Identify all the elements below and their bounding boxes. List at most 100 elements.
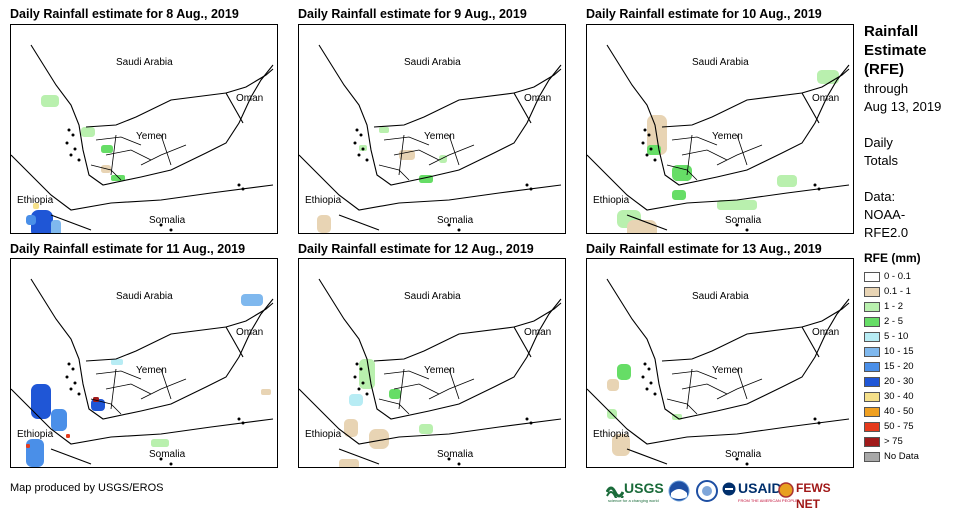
country-label-yemen: Yemen bbox=[136, 131, 167, 142]
legend-label: 0 - 0.1 bbox=[884, 271, 911, 282]
through-label: through bbox=[864, 81, 909, 96]
rainfall-map: Saudi Arabia Oman Yemen Ethiopia Somalia bbox=[298, 24, 566, 234]
legend-swatch bbox=[864, 331, 880, 342]
country-label-yemen: Yemen bbox=[424, 131, 455, 142]
country-label-oman: Oman bbox=[524, 93, 552, 104]
country-border bbox=[50, 448, 92, 465]
admin-border bbox=[428, 378, 475, 400]
island bbox=[641, 375, 645, 379]
admin-border bbox=[671, 370, 718, 380]
island bbox=[237, 183, 241, 187]
island bbox=[67, 362, 71, 366]
rain-patch bbox=[26, 444, 30, 448]
island bbox=[735, 223, 739, 227]
island bbox=[647, 133, 651, 137]
country-label-ethiopia: Ethiopia bbox=[593, 429, 630, 440]
fewsnet-logo: FEWS NET bbox=[778, 478, 856, 511]
rain-patch bbox=[317, 215, 331, 233]
rain-patch bbox=[339, 459, 359, 467]
legend-item: 10 - 15 bbox=[864, 344, 919, 359]
rain-patch bbox=[672, 165, 692, 181]
data-line: Data: bbox=[864, 189, 896, 204]
country-label-oman: Oman bbox=[236, 93, 264, 104]
usaid-logo: USAID FROM THE AMERICAN PEOPLE bbox=[722, 478, 798, 506]
island bbox=[69, 153, 73, 157]
legend-item: 40 - 50 bbox=[864, 404, 919, 419]
legend-item: 0 - 0.1 bbox=[864, 269, 919, 284]
admin-border bbox=[681, 149, 728, 161]
daily-totals: Daily Totals bbox=[864, 134, 898, 170]
legend-swatch bbox=[864, 436, 880, 447]
country-border bbox=[801, 68, 850, 94]
data-line: NOAA- bbox=[864, 207, 906, 222]
rain-patch bbox=[31, 210, 53, 233]
panel-title: Daily Rainfall estimate for 8 Aug., 2019 bbox=[10, 7, 239, 21]
island bbox=[65, 141, 69, 145]
panel-title: Daily Rainfall estimate for 9 Aug., 2019 bbox=[298, 7, 527, 21]
country-label-somalia: Somalia bbox=[437, 215, 474, 226]
rain-patch bbox=[419, 424, 433, 434]
rain-patch bbox=[261, 389, 271, 395]
island bbox=[71, 367, 75, 371]
rain-patch bbox=[617, 364, 631, 380]
rain-patch bbox=[51, 220, 61, 233]
country-border bbox=[513, 68, 562, 94]
admin-border bbox=[716, 378, 763, 400]
admin-border bbox=[736, 368, 748, 400]
island bbox=[159, 223, 163, 227]
island bbox=[645, 387, 649, 391]
partner-logos: USGS science for a changing world USAID … bbox=[606, 478, 856, 511]
through-date: through Aug 13, 2019 bbox=[864, 80, 941, 116]
rain-patch bbox=[369, 429, 389, 449]
island bbox=[529, 187, 533, 191]
country-border bbox=[801, 92, 820, 124]
rain-patch bbox=[717, 200, 757, 210]
country-border bbox=[661, 326, 803, 362]
country-label-saudi: Saudi Arabia bbox=[116, 57, 173, 68]
country-border bbox=[225, 326, 244, 358]
country-border bbox=[318, 278, 562, 420]
title-line: (RFE) bbox=[864, 61, 904, 78]
rainfall-map: Saudi Arabia Oman Yemen Ethiopia Somalia bbox=[10, 24, 278, 234]
totals-line: Totals bbox=[864, 153, 898, 168]
island bbox=[71, 133, 75, 137]
noaa-icon bbox=[668, 480, 690, 502]
legend-item: 1 - 2 bbox=[864, 299, 919, 314]
legend-swatch bbox=[864, 346, 880, 357]
country-border bbox=[513, 326, 532, 358]
rain-patch bbox=[399, 150, 415, 160]
admin-border bbox=[671, 136, 718, 146]
legend-item: 20 - 30 bbox=[864, 374, 919, 389]
legend-swatch bbox=[864, 406, 880, 417]
island bbox=[353, 141, 357, 145]
rain-patch bbox=[26, 215, 36, 225]
title-line: Estimate bbox=[864, 42, 927, 59]
rain-patch bbox=[26, 439, 44, 467]
island bbox=[529, 421, 533, 425]
island bbox=[77, 158, 81, 162]
country-border bbox=[85, 326, 227, 362]
admin-border bbox=[95, 370, 142, 380]
country-border bbox=[801, 326, 820, 358]
rain-patch bbox=[66, 434, 70, 438]
rain-patch bbox=[81, 127, 95, 137]
usgs-wordmark: USGS bbox=[624, 480, 664, 496]
legend-label: 0.1 - 1 bbox=[884, 286, 911, 297]
rain-patch bbox=[51, 409, 67, 431]
rain-patch bbox=[111, 359, 123, 365]
island bbox=[649, 147, 653, 151]
island bbox=[447, 457, 451, 461]
admin-border bbox=[686, 368, 693, 410]
island bbox=[357, 387, 361, 391]
country-label-yemen: Yemen bbox=[712, 131, 743, 142]
rain-patch bbox=[33, 203, 39, 209]
legend-label: 15 - 20 bbox=[884, 361, 914, 372]
legend-item: 5 - 10 bbox=[864, 329, 919, 344]
island bbox=[653, 392, 657, 396]
country-label-ethiopia: Ethiopia bbox=[17, 195, 54, 206]
rain-patch bbox=[777, 175, 797, 187]
island bbox=[67, 128, 71, 132]
legend-item: 50 - 75 bbox=[864, 419, 919, 434]
country-border bbox=[299, 388, 562, 445]
panel-title: Daily Rainfall estimate for 10 Aug., 201… bbox=[586, 7, 822, 21]
